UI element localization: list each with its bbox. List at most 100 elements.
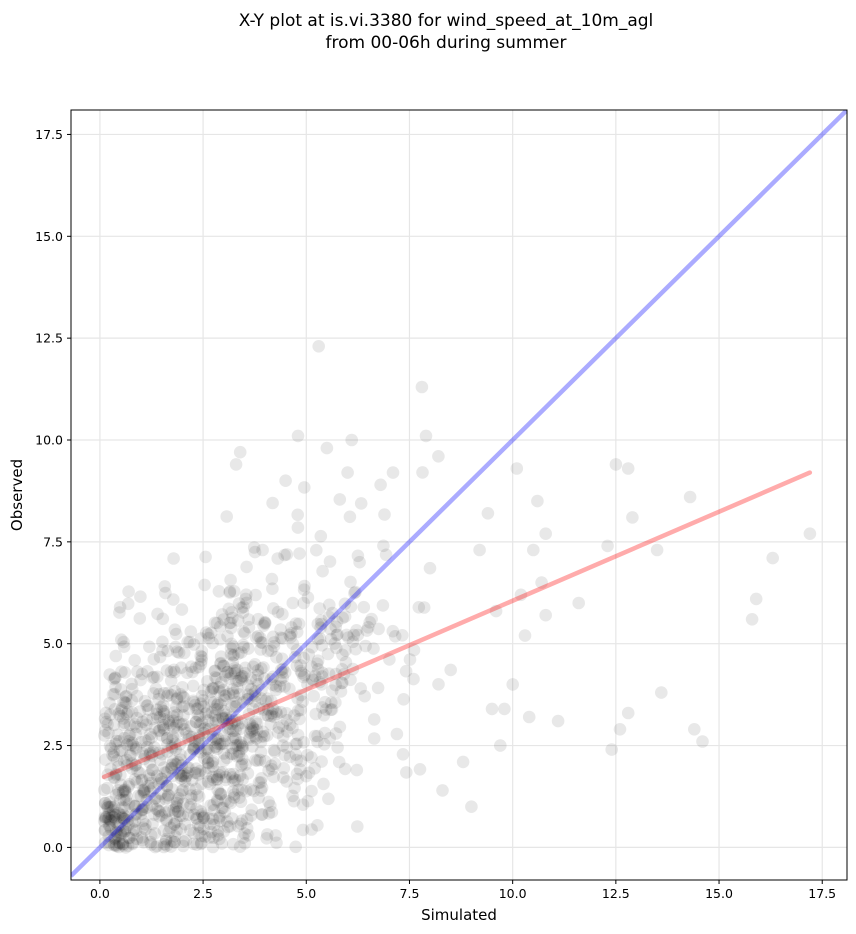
data-point [197,726,210,740]
data-point [291,521,305,534]
data-point [139,822,152,836]
data-point [154,787,168,801]
data-point [144,727,157,741]
data-point [221,722,235,736]
data-point [182,761,195,774]
data-point [115,704,128,717]
data-point [182,702,196,716]
data-point [220,666,234,679]
data-point [351,820,364,833]
data-point [257,619,270,632]
data-point [156,719,170,732]
data-point [227,785,240,798]
data-point [120,759,134,772]
data-point [333,493,347,506]
data-point [494,739,507,752]
data-point [160,780,174,793]
data-point [297,670,310,684]
data-point [150,769,164,783]
data-point [236,638,250,652]
data-point [299,769,313,783]
data-point [176,700,189,714]
data-point [150,707,163,721]
data-point [218,693,231,706]
data-point [269,683,283,697]
data-point [101,718,114,731]
data-point [189,661,202,675]
data-point [102,829,115,843]
data-point [613,723,627,736]
data-point [236,773,249,786]
data-point [143,640,156,654]
data-point [223,616,236,630]
data-point [259,616,272,630]
data-point [195,808,209,821]
data-point [527,543,540,557]
data-point [154,700,168,714]
data-point [223,585,237,598]
data-point [294,754,308,768]
data-point [136,803,150,816]
data-point [206,773,220,787]
data-point [206,730,220,744]
data-point [144,829,158,842]
data-point [236,831,250,844]
data-point [291,728,305,742]
data-point [245,724,259,738]
data-point [273,680,287,693]
data-point [135,722,148,735]
data-point [112,786,126,800]
data-point [172,646,186,659]
data-point [120,707,133,721]
data-point [147,687,160,700]
data-point [236,752,249,766]
data-point [229,739,242,752]
data-point [413,763,427,776]
data-point [317,709,331,722]
data-point [235,601,248,615]
data-point [158,580,172,593]
data-point [99,812,112,826]
data-point [137,836,150,849]
data-point [160,813,173,826]
data-point [122,778,136,791]
data-point [195,689,209,703]
data-point [324,622,337,636]
data-point [204,799,217,812]
data-point [258,617,272,630]
grid [71,110,847,880]
data-point [102,726,115,740]
data-point [257,730,271,743]
data-point [103,739,117,753]
data-point [202,631,216,645]
data-point [249,673,263,687]
data-point [216,766,229,779]
data-point [297,596,311,610]
data-point [174,688,187,701]
data-point [160,779,173,792]
data-point [208,616,222,630]
data-point [103,697,116,710]
data-point [168,623,182,636]
data-point [257,703,271,716]
data-point [138,694,152,708]
data-point [305,784,318,798]
data-point [331,628,344,641]
y-tick-label: 10.0 [35,433,63,448]
data-point [267,743,281,757]
data-point [250,717,264,731]
data-point [109,680,122,694]
data-point [242,620,256,634]
data-point [109,768,123,782]
data-point [243,731,256,744]
data-point [211,795,224,808]
data-point [194,697,208,710]
data-point [192,742,205,755]
data-point [191,702,205,715]
data-point [243,733,256,746]
data-point [107,745,121,759]
data-point [177,717,190,731]
x-tick-label: 7.5 [400,886,420,901]
data-point [514,588,528,602]
data-point [107,838,121,851]
